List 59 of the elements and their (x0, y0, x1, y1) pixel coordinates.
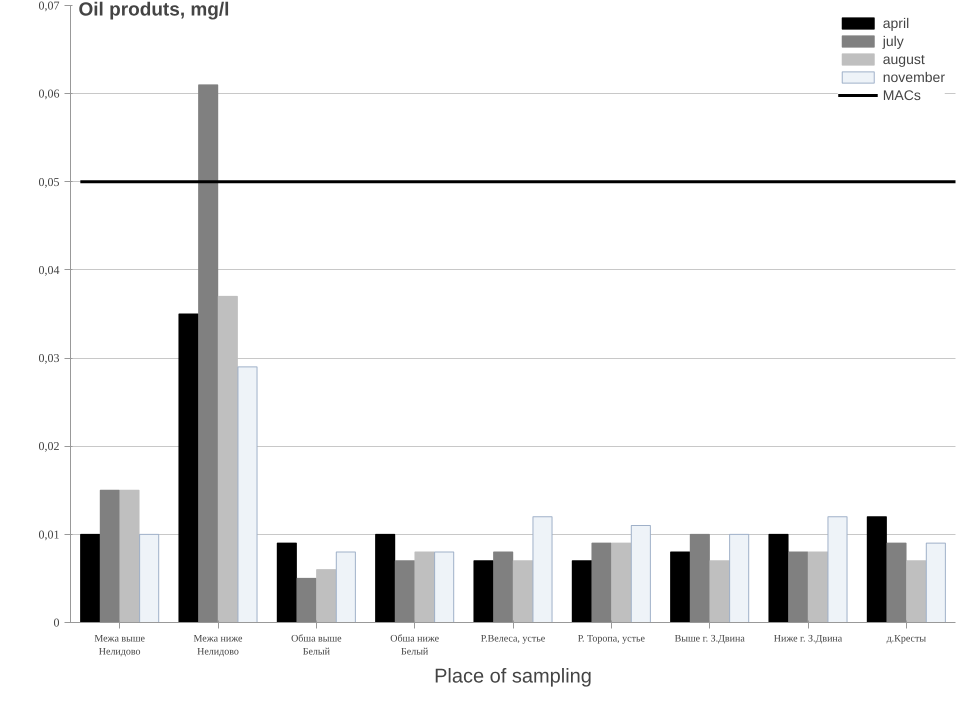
bar (473, 560, 494, 622)
bar (572, 560, 592, 622)
x-tick-label: Обша ниже Белый (390, 634, 440, 658)
chart-title: Oil produts, mg/l (78, 0, 230, 20)
bar (80, 534, 100, 622)
bar (768, 534, 789, 622)
bar (139, 534, 160, 622)
bar (375, 534, 396, 622)
bar (709, 560, 730, 622)
bar (512, 560, 533, 622)
legend-label: MACs (882, 87, 921, 103)
bar (611, 542, 632, 622)
y-tick-label: 0,04 (38, 262, 60, 277)
bar (670, 551, 690, 622)
legend-label: july (882, 33, 904, 49)
bar (394, 560, 415, 622)
bar (434, 551, 454, 622)
bar (886, 542, 907, 622)
legend-label: april (882, 15, 910, 31)
y-tick-label: 0,05 (38, 174, 60, 189)
x-tick-label: д.Кресты (886, 634, 926, 644)
y-tick-label: 0,01 (38, 527, 60, 542)
y-tick-label: 0,06 (38, 86, 60, 101)
y-tick-label: 0,02 (38, 439, 60, 454)
x-tick-label: Ниже г. З.Двина (774, 634, 843, 644)
x-axis-title: Place of sampling (434, 666, 592, 688)
y-tick-label: 0,03 (38, 351, 60, 366)
x-tick-label: Р.Велеса, устье (480, 634, 546, 644)
y-tick-label: 0 (54, 616, 60, 630)
bar (926, 542, 946, 622)
bar (178, 314, 199, 622)
bar (532, 516, 553, 622)
bar (630, 525, 651, 622)
legend-label: august (882, 51, 925, 67)
bar (690, 534, 710, 622)
bar (336, 551, 356, 622)
bar (119, 490, 140, 622)
x-tick-label: Межа ниже Нелидово (194, 634, 244, 658)
x-tick-label: Обша выше Белый (291, 634, 342, 658)
bar (100, 490, 120, 622)
bar (493, 551, 514, 622)
bar (827, 516, 848, 622)
bar (237, 366, 258, 622)
legend-label: november (882, 69, 945, 85)
bar (866, 516, 887, 622)
bar (906, 560, 926, 622)
bar (316, 569, 336, 622)
bar (296, 578, 317, 622)
bar (414, 551, 435, 622)
bar (729, 534, 750, 622)
x-tick-label: Выше г. З.Двина (674, 634, 746, 644)
bar (276, 542, 297, 622)
bar (808, 551, 828, 622)
bar (198, 84, 218, 622)
y-tick-label: 0,07 (38, 0, 60, 12)
x-tick-label: Р. Торопа, устье (578, 634, 646, 644)
x-tick-label: Межа выше Нелидово (94, 634, 146, 658)
bar (591, 542, 612, 622)
bar (788, 551, 808, 622)
